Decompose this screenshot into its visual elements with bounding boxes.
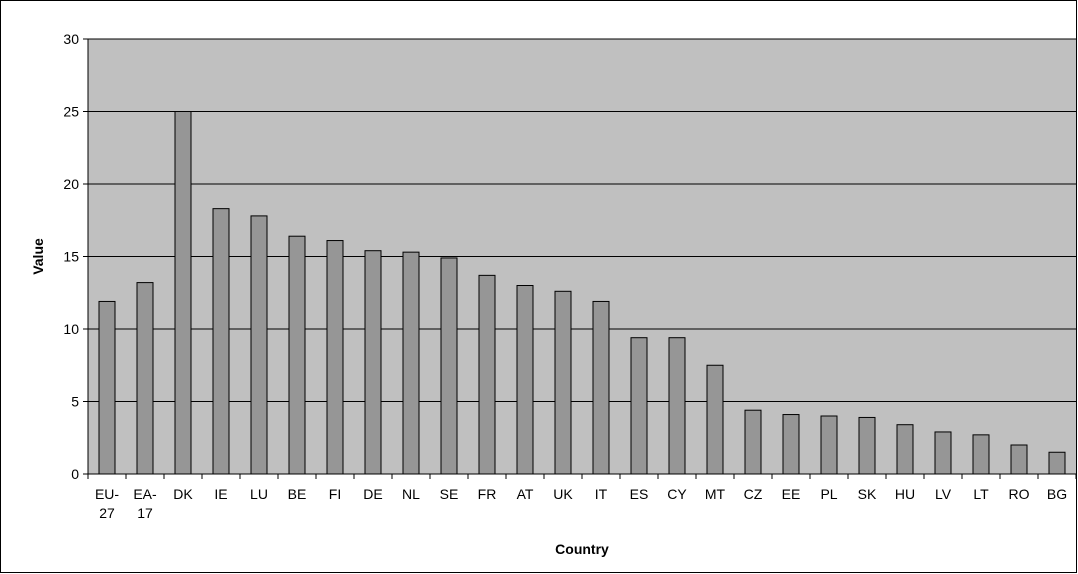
- y-tick-label: 30: [63, 31, 79, 47]
- x-tick-label-line: LU: [250, 486, 268, 502]
- x-tick-label-line: RO: [1009, 486, 1030, 502]
- x-tick-label: EA- 17: [133, 486, 157, 521]
- y-axis-title: Value: [30, 238, 46, 275]
- x-tick-label-line: DE: [363, 486, 382, 502]
- x-tick-label-line: SE: [440, 486, 459, 502]
- y-tick-label: 5: [71, 394, 79, 410]
- x-tick-label: EE: [782, 486, 801, 502]
- x-tick-label: RO: [1009, 486, 1030, 502]
- x-tick-label-line: IE: [214, 486, 227, 502]
- x-tick-label-line: 27: [99, 505, 115, 521]
- x-tick-label: FI: [329, 486, 341, 502]
- x-tick-label: FR: [478, 486, 497, 502]
- x-tick-label: SK: [858, 486, 877, 502]
- x-tick-label: CY: [667, 486, 687, 502]
- x-tick-label-line: AT: [517, 486, 534, 502]
- x-tick-label-line: NL: [402, 486, 420, 502]
- x-tick-label-line: 17: [137, 505, 153, 521]
- x-tick-label-line: IT: [595, 486, 608, 502]
- bar: [326, 240, 344, 475]
- x-tick-label-line: BG: [1047, 486, 1067, 502]
- x-tick-label: CZ: [744, 486, 763, 502]
- x-tick-label-line: BE: [288, 486, 307, 502]
- bar: [288, 235, 306, 475]
- bar: [1048, 451, 1066, 475]
- x-tick-label: MT: [705, 486, 726, 502]
- x-tick-label-line: LV: [935, 486, 952, 502]
- x-axis-title: Country: [555, 541, 609, 557]
- x-tick-label: AT: [517, 486, 534, 502]
- x-tick-label: HU: [895, 486, 915, 502]
- y-tick-label: 20: [63, 176, 79, 192]
- x-tick-label-line: CZ: [744, 486, 763, 502]
- x-tick-label: SE: [440, 486, 459, 502]
- bar: [820, 415, 838, 475]
- x-tick-label-line: DK: [173, 486, 193, 502]
- y-tick-label: 10: [63, 321, 79, 337]
- bar: [668, 337, 686, 475]
- bar: [744, 409, 762, 475]
- x-tick-label-line: MT: [705, 486, 726, 502]
- bar: [516, 285, 534, 475]
- bar: [402, 251, 420, 475]
- x-tick-label: BG: [1047, 486, 1067, 502]
- x-tick-label-line: UK: [553, 486, 573, 502]
- x-tick-label-line: SK: [858, 486, 877, 502]
- bar: [858, 416, 876, 475]
- x-tick-label-line: LT: [973, 486, 989, 502]
- bar: [136, 282, 154, 475]
- y-tick-label: 15: [63, 249, 79, 265]
- bar: [1010, 444, 1028, 475]
- bar: [896, 424, 914, 475]
- x-axis-ticks: EU- 27 EA- 17 DK IE LU BE FI DE NL SE FR AT UK IT ES CY MT…: [87, 474, 1076, 521]
- x-tick-label: LV: [935, 486, 952, 502]
- x-tick-label: IE: [214, 486, 227, 502]
- x-tick-label-line: FR: [478, 486, 497, 502]
- x-tick-label: NL: [402, 486, 420, 502]
- x-tick-label: LT: [973, 486, 989, 502]
- x-tick-label: DK: [173, 486, 193, 502]
- bar: [706, 364, 724, 475]
- bar: [364, 250, 382, 475]
- x-tick-label-line: ES: [630, 486, 649, 502]
- x-tick-label: LU: [250, 486, 268, 502]
- bar: [174, 111, 192, 475]
- x-tick-label-line: EA-: [133, 486, 157, 502]
- y-tick-label: 0: [71, 466, 79, 482]
- y-tick-label: 25: [63, 104, 79, 120]
- bar: [592, 300, 610, 475]
- x-tick-label: UK: [553, 486, 573, 502]
- bar: [98, 300, 116, 475]
- y-axis-ticks: 0 5 10 15 20 25 30: [63, 31, 88, 482]
- bar: [972, 434, 990, 475]
- x-tick-label-line: PL: [820, 486, 837, 502]
- bar: [212, 208, 230, 475]
- bar: [250, 215, 268, 475]
- bars: [98, 111, 1066, 475]
- bar: [554, 290, 572, 475]
- x-tick-label: BE: [288, 486, 307, 502]
- bar: [478, 274, 496, 475]
- x-tick-label-line: EU-: [95, 486, 119, 502]
- x-tick-label: ES: [630, 486, 649, 502]
- x-tick-label-line: CY: [667, 486, 687, 502]
- x-tick-label-line: HU: [895, 486, 915, 502]
- bar: [630, 337, 648, 475]
- x-tick-label: DE: [363, 486, 382, 502]
- bar: [934, 431, 952, 475]
- x-tick-label: PL: [820, 486, 837, 502]
- x-tick-label: IT: [595, 486, 608, 502]
- x-tick-label-line: FI: [329, 486, 341, 502]
- bar: [440, 257, 458, 475]
- x-tick-label: EU- 27: [95, 486, 119, 521]
- x-tick-label-line: EE: [782, 486, 801, 502]
- bar: [782, 414, 800, 475]
